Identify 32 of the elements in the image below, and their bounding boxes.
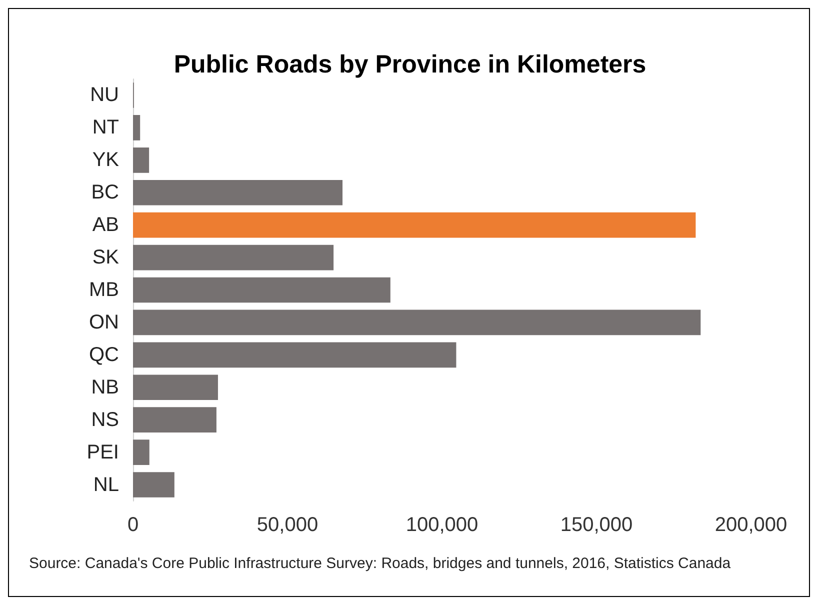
y-tick-label: NL: [93, 474, 119, 496]
y-tick-label: SK: [92, 246, 120, 269]
x-tick-label: 100,000: [406, 514, 478, 536]
y-tick-label: NU: [90, 84, 119, 106]
source-note: Source: Canada's Core Public Infrastructure Survey: Roads, bridges and tunnels, 2016, Statistics Canada: [29, 554, 732, 574]
bar: [133, 277, 390, 303]
bar: [133, 244, 334, 270]
bar: [133, 374, 218, 400]
bar: [133, 310, 701, 336]
y-tick-label: QC: [89, 344, 119, 366]
x-tick-label: 50,000: [256, 514, 318, 536]
bar: [133, 342, 456, 368]
x-tick-label: 0: [127, 514, 139, 536]
y-tick-label: NB: [91, 376, 119, 398]
bar: [133, 115, 140, 140]
y-tick-label: NT: [92, 116, 119, 139]
bar: [133, 147, 150, 173]
y-tick-label: BC: [91, 182, 119, 204]
x-tick-label: 150,000: [560, 514, 633, 536]
bar: [133, 440, 150, 465]
y-tick-label: NS: [91, 408, 119, 431]
y-tick-label: PEI: [86, 441, 119, 464]
bar: [133, 407, 216, 433]
chart-title: Public Roads by Province in Kilometers: [174, 50, 646, 78]
y-tick-label: MB: [89, 279, 119, 301]
bar: [133, 472, 174, 498]
bar: [133, 212, 696, 238]
y-tick-label: YK: [92, 149, 120, 172]
y-tick-label: AB: [92, 214, 119, 236]
bar: [133, 180, 342, 206]
y-tick-label: ON: [89, 311, 119, 334]
x-tick-label: 200,000: [714, 514, 788, 536]
